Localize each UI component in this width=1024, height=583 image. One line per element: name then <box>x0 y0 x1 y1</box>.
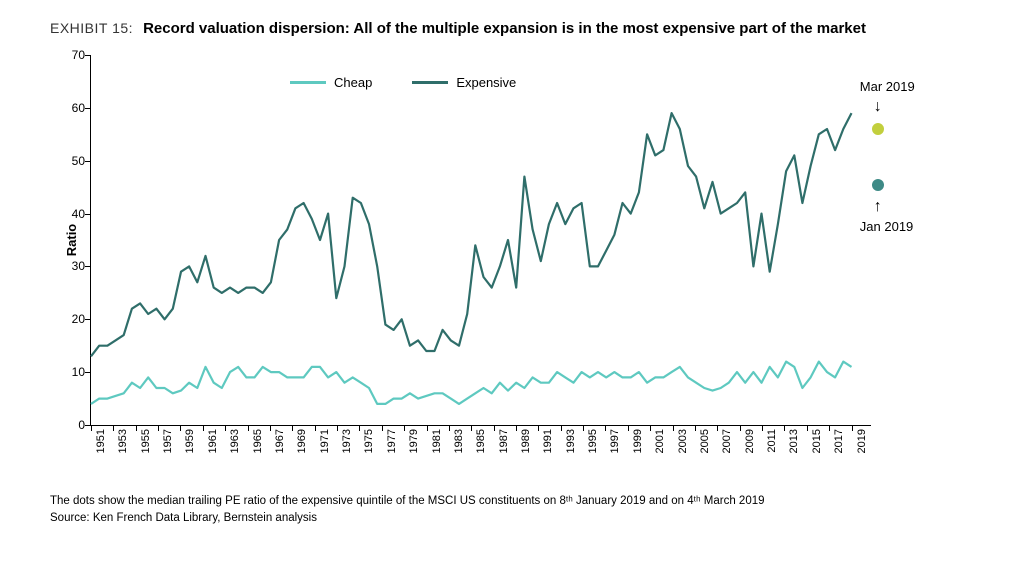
x-tick-label: 2019 <box>856 429 868 453</box>
y-tick-label: 30 <box>72 259 85 273</box>
series-line-cheap <box>91 362 852 404</box>
plot-area: Ratio 0102030405060701951195319551957195… <box>90 55 871 426</box>
x-tick-label: 1983 <box>453 429 465 453</box>
y-tick-label: 60 <box>72 101 85 115</box>
exhibit-title: Record valuation dispersion: All of the … <box>143 20 866 37</box>
chart-legend: Cheap Expensive <box>290 75 516 90</box>
y-tick-label: 0 <box>78 418 85 432</box>
x-tick-label: 1985 <box>475 429 487 453</box>
exhibit-page: EXHIBIT 15: Record valuation dispersion:… <box>0 0 1024 583</box>
x-tick-label: 1971 <box>319 429 331 453</box>
footnote-line-1: The dots show the median trailing PE rat… <box>50 493 994 510</box>
x-tick-label: 2003 <box>677 429 689 453</box>
x-tick-label: 1977 <box>386 429 398 453</box>
x-tick-label: 2005 <box>699 429 711 453</box>
x-tick-label: 2013 <box>788 429 800 453</box>
annotation-dot-jan2019 <box>872 179 884 191</box>
x-tick-label: 1953 <box>117 429 129 453</box>
x-tick-label: 2015 <box>811 429 823 453</box>
footnote-line-2: Source: Ken French Data Library, Bernste… <box>50 510 994 527</box>
legend-swatch-cheap <box>290 81 326 84</box>
legend-label-expensive: Expensive <box>456 75 516 90</box>
x-tick-label: 1969 <box>296 429 308 453</box>
x-tick-label: 1991 <box>542 429 554 453</box>
y-tick-label: 20 <box>72 312 85 326</box>
x-tick-label: 1955 <box>140 429 152 453</box>
x-tick-label: 2009 <box>744 429 756 453</box>
arrow-down-icon: ↓ <box>874 99 882 115</box>
x-tick-label: 2007 <box>721 429 733 453</box>
x-tick-label: 1965 <box>252 429 264 453</box>
x-tick-label: 1961 <box>207 429 219 453</box>
y-axis-title: Ratio <box>64 224 79 257</box>
exhibit-number: EXHIBIT 15: <box>50 20 133 36</box>
arrow-up-icon: ↑ <box>874 199 882 215</box>
exhibit-header: EXHIBIT 15: Record valuation dispersion:… <box>50 20 994 37</box>
x-tick-label: 1973 <box>341 429 353 453</box>
annotation-label-mar2019: Mar 2019 <box>860 79 915 94</box>
x-tick-label: 1959 <box>184 429 196 453</box>
x-tick-label: 2017 <box>833 429 845 453</box>
x-tick-label: 1981 <box>431 429 443 453</box>
annotation-label-jan2019: Jan 2019 <box>860 219 914 234</box>
x-tick-label: 1987 <box>498 429 510 453</box>
x-tick-label: 2001 <box>654 429 666 453</box>
series-line-expensive <box>91 113 852 356</box>
x-tick-label: 1979 <box>408 429 420 453</box>
y-tick-label: 50 <box>72 154 85 168</box>
legend-swatch-expensive <box>412 81 448 84</box>
x-tick-label: 1975 <box>363 429 375 453</box>
x-tick-label: 1963 <box>229 429 241 453</box>
x-tick-label: 1999 <box>632 429 644 453</box>
legend-item-cheap: Cheap <box>290 75 372 90</box>
x-tick-label: 1951 <box>95 429 107 453</box>
y-tick-label: 70 <box>72 48 85 62</box>
x-tick-label: 2011 <box>766 429 778 453</box>
x-tick-label: 1989 <box>520 429 532 453</box>
chart-container: Ratio 0 10 20 30 40 50 60 70 1951 1953 1955 1957 195… <box>50 47 990 487</box>
legend-item-expensive: Expensive <box>412 75 516 90</box>
footnote: The dots show the median trailing PE rat… <box>50 493 994 528</box>
legend-label-cheap: Cheap <box>334 75 372 90</box>
y-tick-label: 40 <box>72 207 85 221</box>
y-tick-label: 10 <box>72 365 85 379</box>
chart-lines <box>91 55 871 425</box>
x-tick-label: 1993 <box>565 429 577 453</box>
x-tick-label: 1995 <box>587 429 599 453</box>
x-tick-label: 1997 <box>609 429 621 453</box>
annotation-dot-mar2019 <box>872 123 884 135</box>
x-tick-label: 1967 <box>274 429 286 453</box>
x-tick-label: 1957 <box>162 429 174 453</box>
